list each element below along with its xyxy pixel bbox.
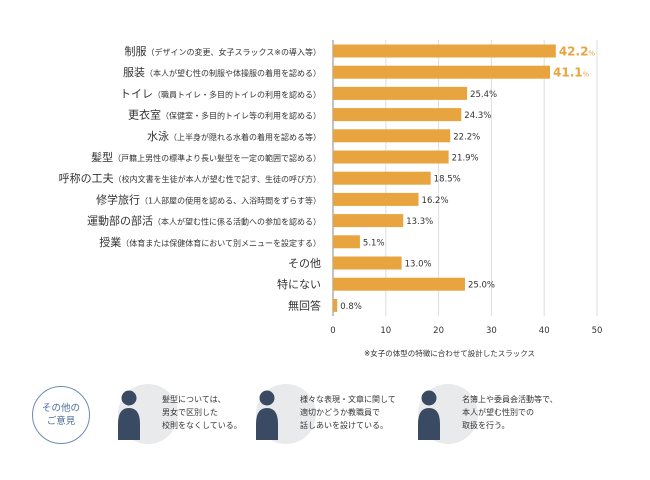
value-label: 13.3%	[406, 217, 433, 227]
value-number: 41.1	[553, 66, 583, 80]
opinion-item: 名簿上や委員会活動等で、 本人が望む性別での 取扱を行う。	[418, 384, 568, 448]
bars	[333, 44, 556, 312]
category-name: 運動部の部活	[87, 214, 153, 228]
other-opinions-badge: その他の ご意見	[32, 386, 90, 444]
category-detail: （体育または保健体育において別メニューを設定する）	[121, 238, 321, 248]
value-label: 25.4%	[470, 90, 497, 100]
bar	[333, 129, 451, 143]
footnote: ※女子の体型の特徴に合わせて設計したスラックス	[364, 349, 536, 358]
category-detail: （校内文書を生徒が本人が望む性で記す、生徒の呼び方）	[114, 174, 321, 184]
bar	[333, 298, 338, 312]
bar	[333, 171, 431, 185]
category-label: 修学旅行（1人部屋の使用を認める、入浴時間をずらす等）	[96, 192, 321, 206]
category-name: その他	[288, 257, 321, 270]
category-name: 呼称の工夫	[59, 171, 114, 185]
category-labels: 制服（デザインの変更、女子スラックス※の導入等）服装（本人が望む性の制服や体操服…	[59, 45, 321, 312]
value-label: 21.9%	[452, 154, 479, 164]
bar	[333, 256, 402, 270]
value-label: 18.5%	[434, 175, 461, 185]
category-detail: （1人部屋の使用を認める、入浴時間をずらす等）	[140, 195, 321, 205]
bar-chart: 制服（デザインの変更、女子スラックス※の導入等）服装（本人が望む性の制服や体操服…	[59, 40, 602, 336]
category-name: 服装	[123, 66, 145, 79]
x-tick-label: 40	[539, 326, 550, 336]
value-label: 25.0%	[468, 281, 495, 291]
category-detail: （戸籍上男性の標準より長い髪型を一定の範囲で認める）	[113, 153, 321, 163]
category-name: 修学旅行	[96, 192, 140, 206]
opinion-text: 名簿上や委員会活動等で、 本人が望む性別での 取扱を行う。	[462, 395, 558, 430]
category-label: 運動部の部活（本人が望む性に係る活動への参加を認める）	[87, 214, 321, 228]
bar	[333, 44, 556, 58]
opinion-text: 髪型については、 男女で区別した 校則をなくしている。	[162, 395, 242, 430]
category-label: 特にない	[277, 277, 321, 291]
category-detail: （職員トイレ・多目的トイレの利用を認める）	[153, 89, 321, 99]
bar	[333, 108, 462, 122]
category-label: 無回答	[288, 298, 321, 312]
category-label: 髪型（戸籍上男性の標準より長い髪型を一定の範囲で認める）	[91, 150, 321, 164]
category-name: 更衣室	[128, 108, 161, 122]
category-detail: （本人が望む性の制服や体操服の着用を認める）	[145, 68, 321, 78]
category-name: 髪型	[91, 150, 113, 164]
person-icon	[418, 390, 440, 440]
value-percent-sign: %	[588, 50, 595, 58]
x-tick-label: 10	[380, 326, 391, 336]
category-label: 呼称の工夫（校内文書を生徒が本人が望む性で記す、生徒の呼び方）	[59, 171, 321, 185]
value-number: 42.2	[559, 45, 589, 59]
value-percent-sign: %	[583, 71, 590, 79]
bar	[333, 65, 551, 79]
value-label: 5.1%	[363, 238, 385, 248]
category-name: 無回答	[288, 298, 321, 312]
person-icon	[256, 390, 278, 440]
x-axis-ticks: 0 10 20 30 40 50	[330, 326, 602, 336]
category-detail: （本人が望む性に係る活動への参加を認める）	[153, 217, 321, 227]
bar	[333, 86, 468, 100]
x-tick-label: 30	[486, 326, 497, 336]
category-name: トイレ	[120, 87, 153, 100]
bar	[333, 235, 360, 249]
gridlines	[332, 40, 598, 316]
value-label: 13.0%	[405, 260, 432, 270]
value-label: 0.8%	[340, 302, 362, 312]
x-tick-label: 50	[592, 326, 603, 336]
category-label: 水泳（上半身が隠れる水着の着用を認める等）	[147, 129, 321, 143]
category-label: その他	[288, 257, 321, 270]
opinion-item: 様々な表現・文章に関して 適切かどうか教職員で 話しあいを設けている。	[256, 384, 406, 448]
bar	[333, 192, 419, 206]
person-icon	[118, 390, 140, 440]
bar	[333, 150, 449, 164]
category-label: 授業（体育または保健体育において別メニューを設定する）	[99, 235, 321, 249]
opinion-item: 髪型については、 男女で区別した 校則をなくしている。	[118, 384, 268, 448]
x-tick-label: 0	[330, 326, 335, 336]
x-tick-label: 20	[433, 326, 444, 336]
category-label: 制服（デザインの変更、女子スラックス※の導入等）	[125, 45, 321, 58]
other-opinions-label: その他の ご意見	[41, 403, 80, 427]
value-label: 16.2%	[422, 196, 449, 206]
bar	[333, 214, 404, 228]
category-label: 更衣室（保健室・多目的トイレ等の利用を認める）	[128, 108, 321, 122]
category-label: 服装（本人が望む性の制服や体操服の着用を認める）	[123, 66, 321, 79]
category-name: 授業	[99, 235, 121, 249]
value-label: 24.3%	[464, 111, 491, 121]
category-name: 特にない	[277, 277, 321, 291]
category-detail: （上半身が隠れる水着の着用を認める等）	[169, 132, 321, 142]
bar	[333, 277, 465, 291]
category-detail: （デザインの変更、女子スラックス※の導入等）	[147, 47, 321, 57]
opinion-text: 様々な表現・文章に関して 適切かどうか教職員で 話しあいを設けている。	[300, 395, 396, 430]
value-label: 41.1%	[553, 66, 590, 80]
category-label: トイレ（職員トイレ・多目的トイレの利用を認める）	[120, 87, 321, 100]
value-label: 42.2%	[559, 45, 596, 59]
category-name: 水泳	[147, 129, 169, 143]
category-detail: （保健室・多目的トイレ等の利用を認める）	[161, 111, 321, 121]
category-name: 制服	[125, 45, 147, 58]
value-labels: 42.2%41.1%25.4%24.3%22.2%21.9%18.5%16.2%…	[340, 45, 595, 312]
value-label: 22.2%	[453, 132, 480, 142]
